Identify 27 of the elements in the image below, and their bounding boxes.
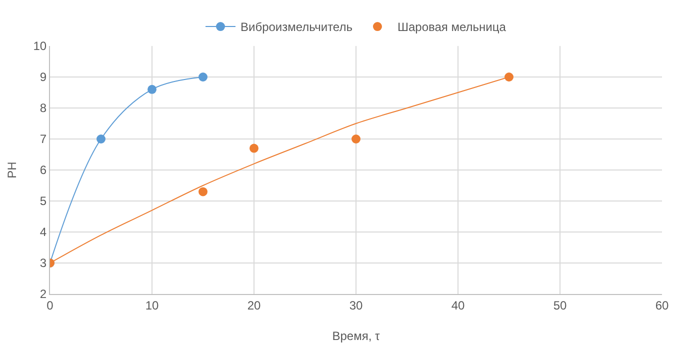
y-tick-label: 7 bbox=[40, 132, 47, 146]
x-tick-label: 60 bbox=[655, 298, 669, 312]
y-tick-label: 2 bbox=[40, 287, 47, 302]
y-tick-label: 10 bbox=[33, 39, 47, 54]
point bbox=[198, 72, 208, 82]
point bbox=[250, 144, 258, 153]
x-tick-label: 40 bbox=[451, 298, 465, 312]
point bbox=[148, 84, 156, 94]
y-tick-label: 5 bbox=[40, 194, 47, 208]
point bbox=[198, 187, 208, 196]
point bbox=[96, 134, 106, 144]
y-tick-label: 4 bbox=[40, 225, 47, 240]
x-tick-label: 10 bbox=[145, 298, 159, 312]
y-axis-title: PH bbox=[5, 162, 19, 178]
x-tick-label: 50 bbox=[553, 298, 567, 312]
x-tick-label: 0 bbox=[46, 298, 54, 312]
y-tick-label: 9 bbox=[40, 70, 47, 84]
y-tick-label: 6 bbox=[40, 163, 47, 178]
point bbox=[504, 72, 514, 82]
x-tick-label: 20 bbox=[247, 298, 261, 312]
legend-label: Шаровая мельница bbox=[397, 20, 506, 34]
legend-label: Виброизмельчитель bbox=[240, 20, 352, 34]
x-tick-label: 30 bbox=[349, 298, 363, 312]
y-tick-label: 8 bbox=[40, 101, 47, 116]
y-tick-label: 3 bbox=[40, 256, 47, 270]
x-axis-title: Время, τ bbox=[332, 329, 380, 343]
point bbox=[352, 134, 360, 144]
